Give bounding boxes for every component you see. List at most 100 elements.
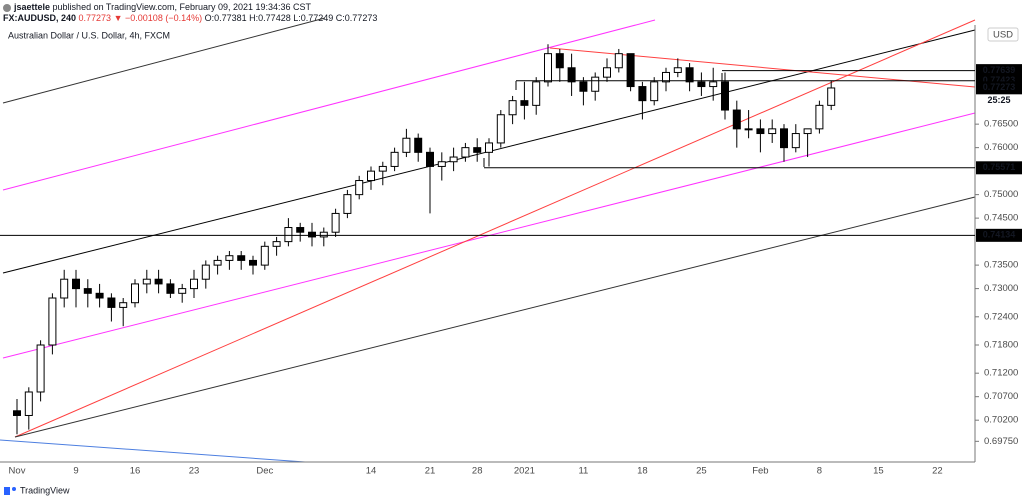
- x-tick-label: Dec: [256, 466, 273, 477]
- trendline: [14, 196, 976, 438]
- candle-body: [614, 53, 623, 69]
- currency[interactable]: USD: [993, 30, 1013, 41]
- y-tick-label: 0.76500: [984, 119, 1018, 130]
- author: jsaettele: [13, 2, 50, 12]
- candle-body: [72, 278, 80, 290]
- candle-body: [178, 288, 187, 294]
- last-price: 0.77273: [79, 13, 112, 23]
- logo-mark: [4, 487, 10, 495]
- candle-body: [201, 264, 210, 280]
- candle-body: [803, 128, 812, 135]
- x-tick-label: 11: [578, 466, 588, 477]
- x-tick-label: Nov: [9, 466, 26, 477]
- candle-body: [237, 255, 246, 261]
- candle-body: [355, 180, 364, 196]
- candle-body: [496, 114, 505, 144]
- candle-body: [697, 81, 706, 88]
- candle-body: [508, 100, 517, 116]
- candle-body: [449, 156, 458, 163]
- footer-brand: TradingView: [20, 485, 70, 495]
- symbol-line: FX:AUDUSD, 240 0.77273 ▼ −0.00108 (−0.14…: [3, 13, 377, 23]
- candle-body: [119, 302, 128, 308]
- ohlc-close: C:0.77273: [336, 13, 378, 23]
- y-tick-label: 0.70200: [984, 415, 1018, 426]
- x-tick-label: 25: [696, 466, 707, 477]
- candle-body: [473, 147, 482, 153]
- candle-body: [591, 76, 600, 92]
- ohlc-open: O:0.77381: [205, 13, 247, 23]
- candle-body: [48, 297, 57, 346]
- candle-body: [24, 391, 33, 416]
- candle-body: [544, 53, 552, 83]
- trendline: [2, 19, 656, 191]
- candle-body: [579, 81, 588, 92]
- candle-body: [36, 344, 45, 393]
- ohlc-high: H:0.77428: [249, 13, 291, 23]
- candle-body: [555, 53, 564, 69]
- candle-body: [662, 71, 670, 83]
- candle-body: [650, 81, 659, 102]
- y-tick-label: 0.70700: [984, 391, 1018, 402]
- candle-body: [673, 67, 682, 73]
- candle-body: [83, 288, 92, 294]
- candle-body: [756, 128, 765, 135]
- ohlc-low: L:0.77249: [293, 13, 333, 23]
- candle-body: [272, 241, 281, 247]
- y-tick-label: 0.76000: [984, 142, 1018, 153]
- chart-title: Australian Dollar / U.S. Dollar, 4h, FXC…: [8, 30, 170, 40]
- y-tick-label: 0.75000: [984, 189, 1018, 200]
- trendline: [14, 19, 976, 438]
- candle-body: [13, 410, 21, 416]
- symbol: FX:AUDUSD, 240: [3, 13, 76, 23]
- y-tick-label: 0.71800: [984, 340, 1018, 351]
- x-tick-label: 23: [189, 466, 200, 477]
- y-tick-label: 0.74500: [984, 213, 1018, 224]
- price-label: 0.77273: [983, 82, 1016, 92]
- candle-body: [520, 100, 529, 106]
- price-label: 0.74134: [983, 230, 1016, 240]
- countdown: 25:25: [987, 95, 1010, 105]
- candle-body: [732, 109, 741, 130]
- x-tick-label: 9: [73, 466, 78, 477]
- y-tick-label: 0.72400: [984, 311, 1018, 322]
- candle-body: [296, 227, 305, 233]
- candle-body: [685, 67, 694, 83]
- candle-body: [308, 231, 316, 238]
- price-label: 0.77423: [983, 75, 1016, 85]
- avatar: [3, 4, 11, 12]
- candle-body: [378, 165, 387, 172]
- logo-mark: [12, 487, 16, 491]
- candle-body: [485, 142, 493, 153]
- candle-body: [638, 86, 647, 102]
- candle-body: [154, 278, 163, 285]
- y-tick-label: 0.73500: [984, 260, 1018, 271]
- candle-body: [402, 137, 411, 153]
- candle-body: [791, 133, 800, 149]
- y-tick-label: 0.73000: [984, 283, 1018, 294]
- currency-button[interactable]: [987, 27, 1019, 42]
- y-tick-label: 0.71200: [984, 368, 1018, 379]
- arrow: ▼: [114, 13, 123, 23]
- candle-body: [567, 67, 576, 83]
- candle-body: [225, 255, 234, 261]
- candle-body: [131, 283, 139, 304]
- footer-logo: [4, 487, 16, 495]
- candle-body: [768, 128, 777, 135]
- candle-body: [827, 87, 836, 106]
- change: −0.00108 (−0.14%): [125, 13, 202, 23]
- y-tick-label: 0.69750: [984, 436, 1018, 447]
- x-tick-label: 21: [425, 466, 436, 477]
- x-tick-label: 22: [932, 466, 943, 477]
- candle-body: [532, 81, 541, 106]
- candle-body: [367, 170, 375, 182]
- candle-body: [780, 128, 788, 149]
- x-tick-label: Feb: [752, 466, 768, 477]
- candle-body: [343, 194, 352, 214]
- published: published on TradingView.com, February 0…: [53, 2, 312, 12]
- candle-body: [213, 259, 222, 266]
- candle-body: [331, 212, 340, 233]
- candle-body: [95, 292, 104, 299]
- candle-body: [815, 104, 824, 130]
- candle-body: [319, 231, 328, 238]
- x-tick-label: 28: [472, 466, 483, 477]
